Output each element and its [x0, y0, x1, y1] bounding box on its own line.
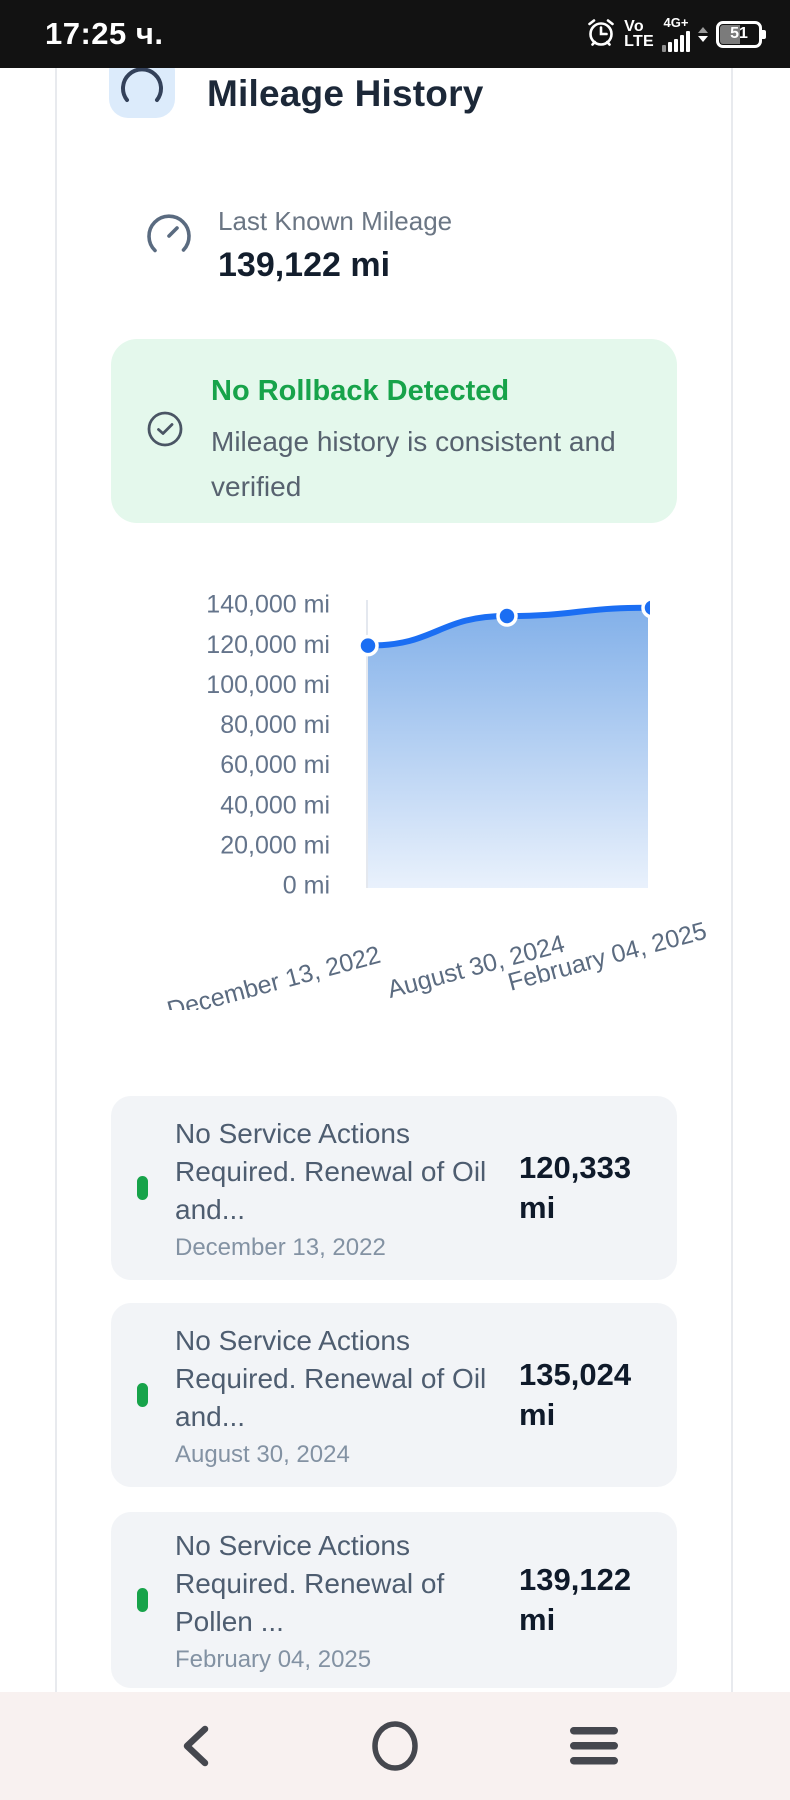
record-title: No Service Actions Required. Renewal of … [175, 1529, 445, 1637]
battery-percent-text: 51 [730, 25, 748, 42]
record-status-dot [137, 1588, 148, 1612]
page-title: Mileage History [207, 73, 484, 114]
svg-text:60,000 mi: 60,000 mi [220, 751, 330, 779]
status-bar: 17:25 ч. Vo LTE 4G+ [0, 0, 790, 68]
alert-title: No Rollback Detected [211, 375, 510, 407]
clock-text: 17:25 ч. [45, 16, 164, 51]
android-nav-bar [0, 1692, 790, 1800]
record-title: No Service Actions Required. Renewal of … [175, 1324, 487, 1432]
record-status-dot [137, 1383, 148, 1407]
last-known-mileage-label: Last Known Mileage [218, 206, 453, 236]
no-rollback-alert: No Rollback Detected Mileage history is … [111, 339, 677, 523]
record-mileage: 120,333 mi [519, 1150, 632, 1225]
svg-text:20,000 mi: 20,000 mi [220, 832, 330, 860]
content-right-border [731, 68, 733, 1692]
alert-message: Mileage history is consistent and verifi… [211, 426, 616, 502]
last-known-mileage-value: 139,122 mi [218, 246, 391, 284]
section-icon-clip [109, 68, 175, 120]
alarm-icon [586, 16, 616, 53]
svg-text:40,000 mi: 40,000 mi [220, 791, 330, 819]
svg-text:120,000 mi: 120,000 mi [206, 631, 330, 659]
record-date: August 30, 2024 [175, 1440, 350, 1468]
mileage-chart: 140,000 mi 120,000 mi 100,000 mi 80,000 mi 6… [60, 560, 720, 1025]
service-record-card[interactable]: No Service Actions Required. Renewal of … [111, 1512, 677, 1688]
check-circle-icon [145, 409, 185, 454]
signal-bars-icon [662, 30, 690, 52]
menu-button[interactable] [558, 1710, 630, 1782]
record-date: December 13, 2022 [175, 1233, 386, 1261]
svg-text:December 13, 2022: December 13, 2022 [164, 941, 383, 1010]
svg-text:80,000 mi: 80,000 mi [220, 711, 330, 739]
record-mileage: 135,024 mi [519, 1357, 632, 1432]
record-mileage: 139,122 mi [519, 1562, 632, 1637]
svg-text:0 mi: 0 mi [283, 872, 330, 900]
record-date: February 04, 2025 [175, 1645, 372, 1673]
back-button[interactable] [160, 1710, 232, 1782]
mileage-section-icon [109, 68, 175, 118]
speedometer-icon [143, 210, 195, 267]
service-record-card[interactable]: No Service Actions Required. Renewal of … [111, 1303, 677, 1487]
svg-text:100,000 mi: 100,000 mi [206, 671, 330, 699]
volte-indicator: Vo LTE [624, 18, 654, 50]
svg-text:140,000 mi: 140,000 mi [206, 591, 330, 619]
battery-charge-level [720, 24, 741, 44]
network-type-badge: 4G+ [663, 14, 689, 30]
record-status-dot [137, 1176, 148, 1200]
home-button[interactable] [359, 1710, 431, 1782]
record-title: No Service Actions Required. Renewal of … [175, 1117, 487, 1225]
battery-icon: 51 [716, 20, 766, 48]
content-left-border [55, 68, 57, 1692]
data-activity-icon [698, 26, 708, 42]
signal-indicator: 4G+ [662, 14, 690, 52]
service-record-card[interactable]: No Service Actions Required. Renewal of … [111, 1096, 677, 1280]
